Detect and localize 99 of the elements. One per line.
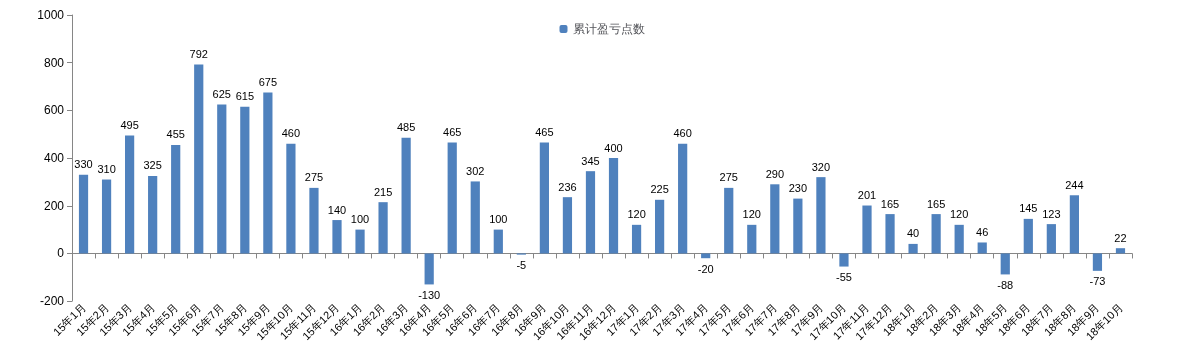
bar [1069,195,1079,254]
bar [194,64,204,254]
bar [585,171,596,254]
bar [286,143,296,254]
data-label: 460 [673,127,692,140]
bar [263,92,273,254]
data-label: 230 [788,182,808,195]
bar [493,229,503,254]
y-tick-label: -200 [39,294,65,309]
data-label: 40 [906,227,920,240]
data-label: 100 [489,213,508,226]
data-label: 330 [74,158,93,171]
data-label: 325 [143,159,162,172]
data-label: 465 [535,126,554,139]
bar [908,243,918,254]
data-label: 460 [281,127,301,140]
data-label: 455 [166,128,185,141]
data-label: 120 [742,208,761,221]
y-tick-label: 600 [43,103,65,118]
data-label: -73 [1089,275,1106,288]
data-label: 120 [627,208,646,221]
bar [770,184,780,254]
data-label: 675 [258,75,278,88]
bar [78,174,89,254]
data-label: 465 [443,126,462,139]
y-tick-label: 1000 [37,8,65,22]
bar [747,224,757,254]
data-label: 244 [1065,178,1084,191]
bar [724,187,734,254]
bar [101,179,112,254]
bar [1115,248,1126,254]
y-tick-label: 200 [43,198,65,213]
data-label: 145 [1019,202,1038,215]
bar [977,242,987,254]
data-label: -5 [516,259,527,272]
data-label: 302 [466,164,485,177]
bar [954,224,964,254]
data-label: 320 [811,160,831,173]
bar [355,229,365,254]
data-label: 165 [926,197,946,210]
data-label: -130 [418,288,441,301]
data-label: 225 [650,183,669,196]
data-label: 215 [373,185,393,198]
bar [424,253,434,285]
bar [447,142,457,254]
bar [562,197,573,254]
data-label: 615 [235,90,255,103]
y-tick-label: 400 [43,151,65,166]
bar [862,205,872,254]
bar [631,224,642,254]
data-label: 345 [581,154,600,167]
bar [378,202,388,254]
y-tick-label: 800 [43,55,65,70]
bar [608,158,619,254]
bar [701,253,711,259]
bar [148,175,158,254]
bar [793,198,803,254]
data-label: 100 [350,213,370,226]
data-label: 275 [719,171,738,184]
bar [217,104,227,254]
data-label: 792 [189,48,208,61]
data-label: 290 [765,167,785,180]
data-label: 120 [949,208,969,221]
bar [1046,224,1056,254]
bar [125,135,135,254]
y-tick-label: 0 [57,246,65,261]
data-label: 485 [396,121,416,134]
data-label: 236 [558,180,577,193]
bar [1000,253,1010,275]
bar [816,177,826,254]
data-label: 310 [97,163,116,176]
data-label: 275 [304,171,324,184]
bar [539,142,549,254]
data-label: 46 [976,225,989,238]
data-label: 201 [857,189,877,202]
data-label: 22 [1114,231,1127,244]
data-label: -88 [997,278,1014,291]
bar [931,214,941,254]
data-label: -55 [836,271,852,284]
bar [839,253,849,267]
bar [309,187,319,254]
bar [171,144,181,254]
legend-label: 累计盈亏点数 [572,22,645,36]
data-label: 400 [604,141,623,154]
bar [885,214,895,254]
bar [655,199,665,254]
bar [1092,253,1103,271]
bar [1023,218,1033,254]
bar [470,181,480,254]
bar [240,106,250,254]
bar [678,143,688,254]
bar [401,137,411,254]
data-label: -20 [697,262,714,275]
bar [332,220,342,254]
data-label: 140 [327,203,347,216]
data-label: 495 [120,118,139,131]
data-label: 625 [212,87,231,100]
data-label: 123 [1042,207,1061,220]
data-label: 165 [880,197,900,210]
